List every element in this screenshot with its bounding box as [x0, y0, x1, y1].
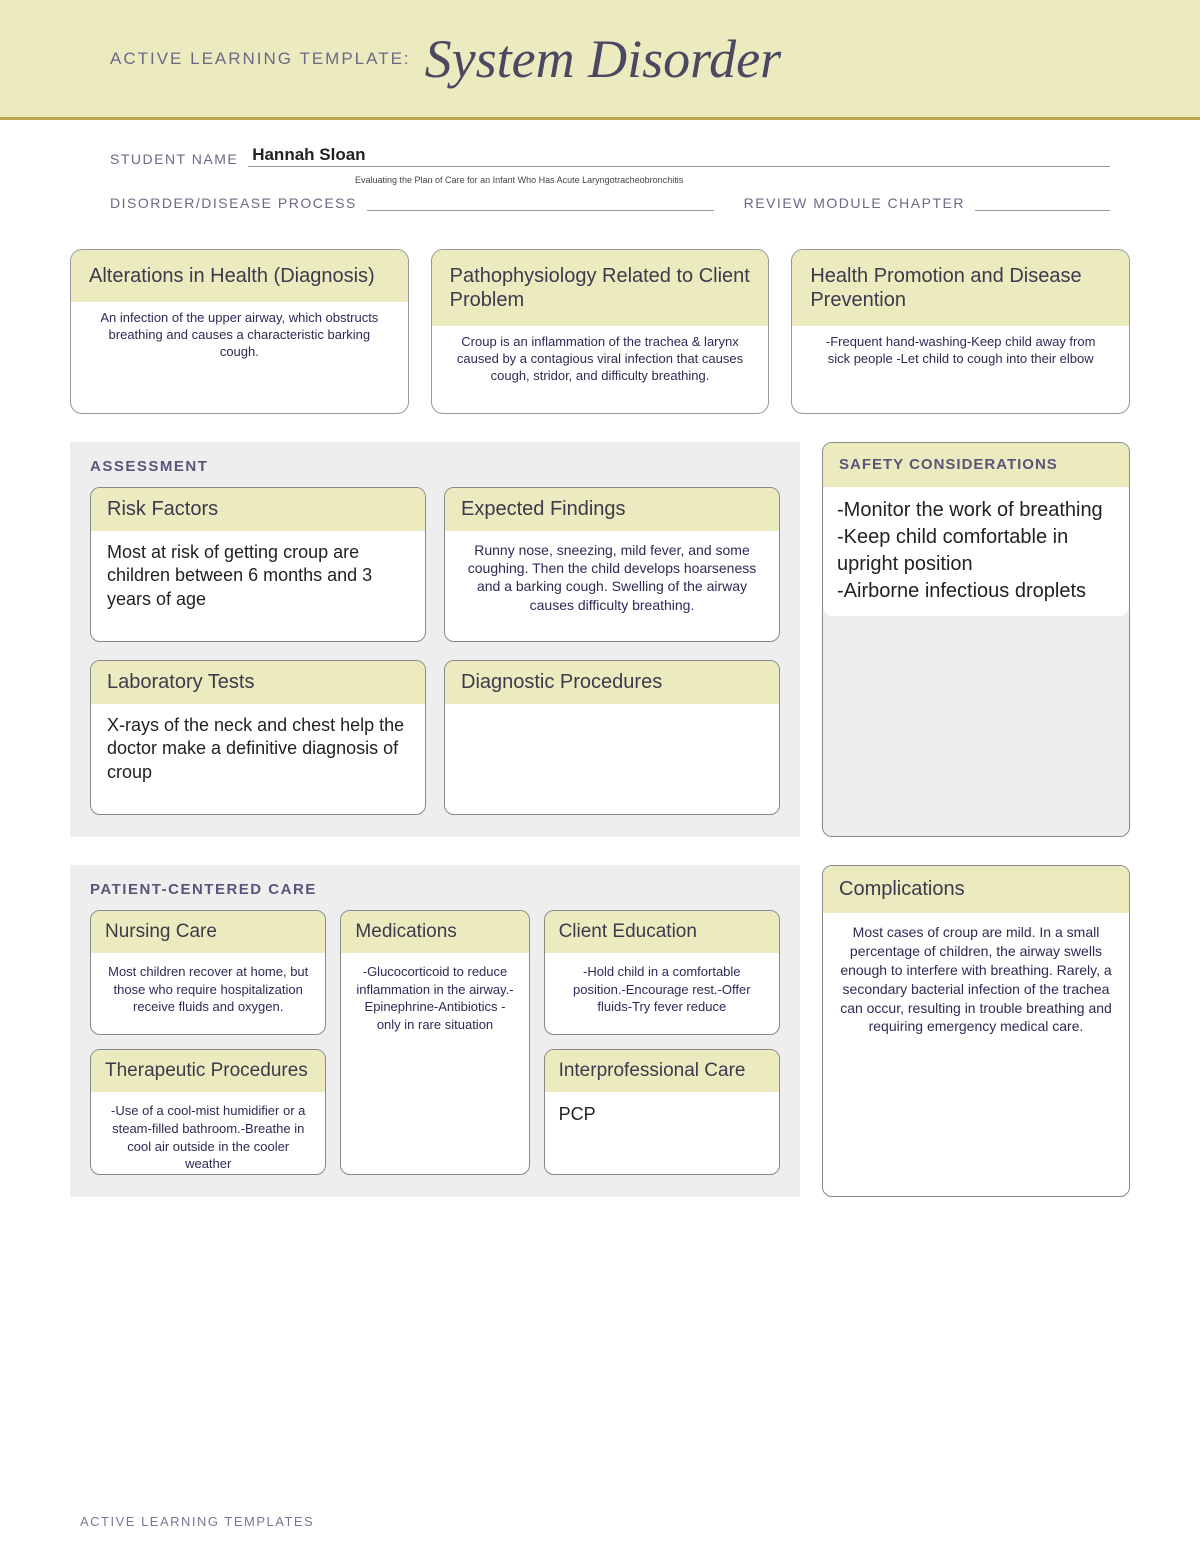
alterations-title: Alterations in Health (Diagnosis) — [71, 250, 408, 302]
pcc-label: PATIENT-CENTERED CARE — [90, 881, 780, 898]
main-row: ASSESSMENT Risk Factors Most at risk of … — [70, 442, 1130, 837]
pcc-col-2: Medications -Glucocorticoid to reduce in… — [340, 910, 529, 1175]
expected-card: Expected Findings Runny nose, sneezing, … — [444, 487, 780, 642]
diag-title: Diagnostic Procedures — [445, 661, 779, 704]
inter-card: Interprofessional Care PCP — [544, 1049, 780, 1174]
therapeutic-card: Therapeutic Procedures -Use of a cool-mi… — [90, 1049, 326, 1174]
disorder-row: DISORDER/DISEASE PROCESS REVIEW MODULE C… — [110, 191, 1110, 211]
alterations-card: Alterations in Health (Diagnosis) An inf… — [70, 249, 409, 414]
header-title: System Disorder — [425, 28, 781, 90]
complications-title: Complications — [823, 866, 1129, 913]
assessment-grid: Risk Factors Most at risk of getting cro… — [90, 487, 780, 815]
promo-title: Health Promotion and Disease Prevention — [792, 250, 1129, 326]
promo-card: Health Promotion and Disease Prevention … — [791, 249, 1130, 414]
risk-title: Risk Factors — [91, 488, 425, 531]
footer-label: ACTIVE LEARNING TEMPLATES — [80, 1514, 314, 1529]
content: Alterations in Health (Diagnosis) An inf… — [0, 229, 1200, 1197]
lab-card: Laboratory Tests X-rays of the neck and … — [90, 660, 426, 815]
safety-body: -Monitor the work of breathing -Keep chi… — [823, 487, 1129, 617]
header-prefix: ACTIVE LEARNING TEMPLATE: — [110, 49, 411, 69]
patho-card: Pathophysiology Related to Client Proble… — [431, 249, 770, 414]
student-label: STUDENT NAME — [110, 151, 238, 167]
complications-card: Complications Most cases of croup are mi… — [822, 865, 1130, 1197]
patho-title: Pathophysiology Related to Client Proble… — [432, 250, 769, 326]
page: ACTIVE LEARNING TEMPLATE: System Disorde… — [0, 0, 1200, 1553]
nursing-title: Nursing Care — [91, 911, 325, 953]
inter-title: Interprofessional Care — [545, 1050, 779, 1092]
complications-col: Complications Most cases of croup are mi… — [822, 865, 1130, 1197]
top-row: Alterations in Health (Diagnosis) An inf… — [70, 249, 1130, 414]
risk-card: Risk Factors Most at risk of getting cro… — [90, 487, 426, 642]
header-banner: ACTIVE LEARNING TEMPLATE: System Disorde… — [0, 0, 1200, 120]
pcc-col-3: Client Education -Hold child in a comfor… — [544, 910, 780, 1175]
disorder-label: DISORDER/DISEASE PROCESS — [110, 195, 357, 211]
meds-title: Medications — [341, 911, 528, 953]
alterations-body: An infection of the upper airway, which … — [71, 302, 408, 375]
assessment-label: ASSESSMENT — [90, 458, 780, 475]
meds-body: -Glucocorticoid to reduce inflammation i… — [341, 953, 528, 1174]
promo-body: -Frequent hand-washing-Keep child away f… — [792, 326, 1129, 382]
diag-card: Diagnostic Procedures — [444, 660, 780, 815]
disorder-value[interactable] — [367, 191, 714, 211]
safety-tail — [823, 616, 1129, 836]
student-row: STUDENT NAME Hannah Sloan — [110, 145, 1110, 167]
safety-title: SAFETY CONSIDERATIONS — [823, 443, 1129, 487]
therapeutic-title: Therapeutic Procedures — [91, 1050, 325, 1092]
meta-block: STUDENT NAME Hannah Sloan Evaluating the… — [0, 120, 1200, 229]
safety-card: SAFETY CONSIDERATIONS -Monitor the work … — [822, 442, 1130, 837]
safety-col: SAFETY CONSIDERATIONS -Monitor the work … — [822, 442, 1130, 837]
lab-title: Laboratory Tests — [91, 661, 425, 704]
patho-body: Croup is an inflammation of the trachea … — [432, 326, 769, 399]
complications-body: Most cases of croup are mild. In a small… — [823, 913, 1129, 1046]
nursing-card: Nursing Care Most children recover at ho… — [90, 910, 326, 1035]
review-label: REVIEW MODULE CHAPTER — [744, 195, 965, 211]
diag-body — [445, 704, 779, 724]
pcc-col-1: Nursing Care Most children recover at ho… — [90, 910, 326, 1175]
expected-body: Runny nose, sneezing, mild fever, and so… — [445, 531, 779, 624]
assessment-panel: ASSESSMENT Risk Factors Most at risk of … — [70, 442, 800, 837]
education-card: Client Education -Hold child in a comfor… — [544, 910, 780, 1035]
lab-body: X-rays of the neck and chest help the do… — [91, 704, 425, 794]
education-body: -Hold child in a comfortable position.-E… — [545, 953, 779, 1034]
expected-title: Expected Findings — [445, 488, 779, 531]
pcc-row: PATIENT-CENTERED CARE Nursing Care Most … — [70, 865, 1130, 1197]
student-sub: Evaluating the Plan of Care for an Infan… — [110, 175, 1110, 185]
education-title: Client Education — [545, 911, 779, 953]
therapeutic-body: -Use of a cool-mist humidifier or a stea… — [91, 1092, 325, 1174]
inter-body: PCP — [545, 1092, 779, 1173]
student-value[interactable]: Hannah Sloan — [248, 145, 1110, 167]
nursing-body: Most children recover at home, but those… — [91, 953, 325, 1034]
risk-body: Most at risk of getting croup are childr… — [91, 531, 425, 621]
pcc-panel: PATIENT-CENTERED CARE Nursing Care Most … — [70, 865, 800, 1197]
pcc-grid: Nursing Care Most children recover at ho… — [90, 910, 780, 1175]
review-value[interactable] — [975, 191, 1110, 211]
meds-card: Medications -Glucocorticoid to reduce in… — [340, 910, 529, 1175]
